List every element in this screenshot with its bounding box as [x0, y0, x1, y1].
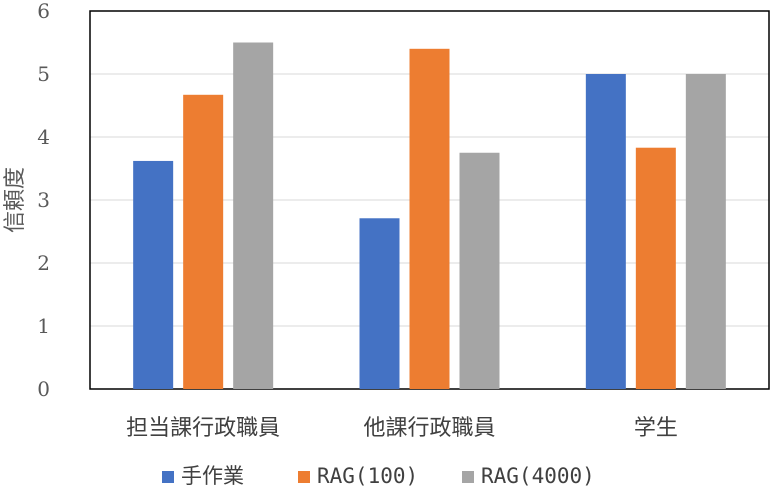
bar-2-3 [635, 147, 676, 389]
x-axis-categories: 担当課行政職員 他課行政職員 学生 [126, 416, 678, 441]
y-tick-label: 1 [37, 314, 50, 338]
legend-swatch [298, 471, 310, 483]
legend-label: 手作業 [181, 464, 244, 488]
bar-2-2 [409, 48, 450, 390]
x-category-label: 担当課行政職員 [126, 416, 280, 441]
bar-3-2 [459, 152, 500, 389]
bar-2-1 [183, 94, 224, 389]
y-tick-label: 4 [37, 125, 50, 149]
legend: 手作業 RAG(100) RAG(4000) [162, 464, 595, 488]
legend-label: RAG(4000) [481, 464, 595, 488]
y-tick-label: 5 [37, 62, 50, 86]
bar-1-3 [585, 74, 626, 389]
x-category-label: 学生 [634, 416, 678, 441]
bar-1-1 [133, 160, 174, 389]
x-category-label: 他課行政職員 [363, 416, 495, 441]
y-tick-label: 0 [37, 377, 50, 401]
legend-swatch [462, 471, 474, 483]
y-axis-label: 信頼度 [3, 167, 28, 233]
y-axis-ticks: 0 1 2 3 4 5 6 [37, 0, 50, 401]
y-tick-label: 6 [37, 0, 50, 23]
legend-swatch [162, 471, 174, 483]
y-tick-label: 2 [37, 251, 50, 275]
bars [133, 42, 726, 390]
y-tick-label: 3 [37, 188, 50, 212]
bar-3-3 [685, 74, 726, 389]
legend-label: RAG(100) [317, 464, 418, 488]
bar-1-2 [359, 218, 400, 389]
bar-3-1 [233, 42, 274, 389]
